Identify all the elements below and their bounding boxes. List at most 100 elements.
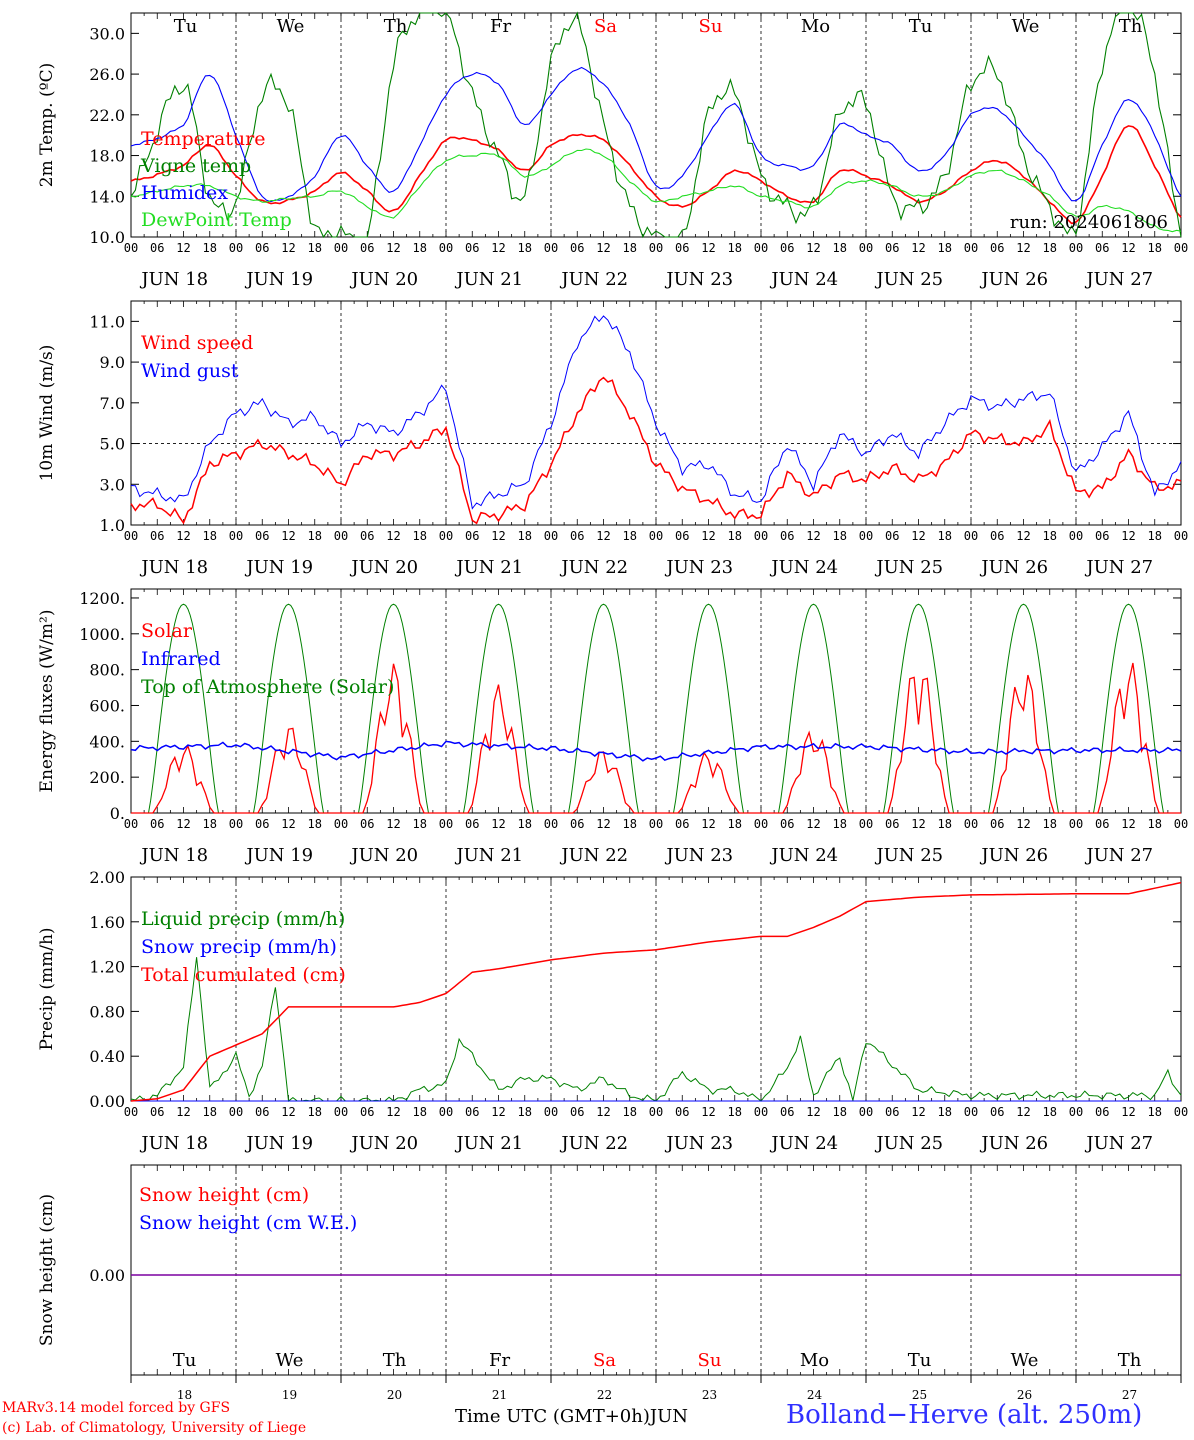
series-solar-line xyxy=(131,662,1181,814)
hour-tick-label: 00 xyxy=(334,241,348,255)
hour-tick-label: 06 xyxy=(465,241,479,255)
hour-tick-label: 12 xyxy=(596,817,610,831)
date-label: JUN 22 xyxy=(559,1133,628,1154)
hour-tick-label: 18 xyxy=(938,529,952,543)
hour-tick-label: 00 xyxy=(649,529,663,543)
hour-tick-label: 18 xyxy=(728,1105,742,1119)
legend-snow-height-cm-w-e-: Snow height (cm W.E.) xyxy=(139,1212,357,1234)
date-label: JUN 23 xyxy=(664,269,733,290)
hour-tick-label: 00 xyxy=(229,241,243,255)
day-number-label: 21 xyxy=(492,1388,507,1402)
hour-tick-label: 06 xyxy=(360,529,374,543)
hour-tick-label: 12 xyxy=(386,529,400,543)
hour-tick-label: 18 xyxy=(728,529,742,543)
hour-tick-label: 00 xyxy=(754,529,768,543)
hour-tick-label: 06 xyxy=(780,241,794,255)
hour-tick-label: 18 xyxy=(623,241,637,255)
hour-tick-label: 00 xyxy=(964,1105,978,1119)
hour-tick-label: 00 xyxy=(439,241,453,255)
day-number-label: 19 xyxy=(282,1388,297,1402)
hour-tick-label: 00 xyxy=(1069,817,1083,831)
hour-tick-label: 18 xyxy=(623,1105,637,1119)
y-tick-label: 1200. xyxy=(79,589,125,608)
y-tick-label: 18.0 xyxy=(89,147,125,166)
hour-tick-label: 18 xyxy=(308,241,322,255)
hour-tick-label: 00 xyxy=(124,1105,138,1119)
weekday-label: We xyxy=(276,1350,304,1371)
date-label: JUN 24 xyxy=(769,845,838,866)
date-label: JUN 20 xyxy=(349,845,418,866)
day-number-label: 24 xyxy=(807,1388,823,1402)
lab-credit: (c) Lab. of Climatology, University of L… xyxy=(2,1420,307,1436)
hour-tick-label: 06 xyxy=(570,1105,584,1119)
date-label: JUN 18 xyxy=(139,557,208,578)
day-number-label: 23 xyxy=(702,1388,717,1402)
hour-tick-label: 18 xyxy=(833,241,847,255)
hour-tick-label: 18 xyxy=(1148,241,1162,255)
hour-tick-label: 18 xyxy=(413,817,427,831)
y-tick-label: 600. xyxy=(89,696,125,715)
hour-tick-label: 12 xyxy=(386,817,400,831)
hour-tick-label: 12 xyxy=(281,529,295,543)
hour-tick-label: 18 xyxy=(203,529,217,543)
hour-tick-label: 00 xyxy=(1174,241,1188,255)
hour-tick-label: 12 xyxy=(911,817,925,831)
hour-tick-label: 18 xyxy=(833,1105,847,1119)
date-label: JUN 26 xyxy=(979,845,1048,866)
hour-tick-label: 00 xyxy=(859,529,873,543)
panel-frame xyxy=(130,300,1182,526)
hour-tick-label: 06 xyxy=(675,1105,689,1119)
hour-tick-label: 00 xyxy=(544,529,558,543)
hour-tick-label: 12 xyxy=(281,241,295,255)
legend-vigne-temp: Vigne temp xyxy=(140,155,251,177)
hour-tick-label: 18 xyxy=(413,1105,427,1119)
hour-tick-label: 00 xyxy=(1069,529,1083,543)
hour-tick-label: 18 xyxy=(203,241,217,255)
hour-tick-label: 18 xyxy=(308,1105,322,1119)
hour-tick-label: 06 xyxy=(885,1105,899,1119)
y-tick-label: 26.0 xyxy=(89,65,125,84)
date-label: JUN 20 xyxy=(349,557,418,578)
date-label: JUN 19 xyxy=(244,1133,313,1154)
weekday-label: Fr xyxy=(490,16,511,37)
hour-tick-label: 12 xyxy=(176,529,190,543)
y-tick-label: 0.40 xyxy=(89,1047,125,1066)
hour-tick-label: 12 xyxy=(911,1105,925,1119)
hour-tick-label: 06 xyxy=(465,1105,479,1119)
hour-tick-label: 18 xyxy=(623,529,637,543)
hour-tick-label: 12 xyxy=(806,1105,820,1119)
hour-tick-label: 00 xyxy=(334,1105,348,1119)
hour-tick-label: 06 xyxy=(1095,817,1109,831)
hour-tick-label: 18 xyxy=(1148,817,1162,831)
hour-tick-label: 00 xyxy=(124,529,138,543)
weekday-label: Sa xyxy=(594,16,617,37)
hour-tick-label: 06 xyxy=(570,817,584,831)
hour-tick-label: 06 xyxy=(990,817,1004,831)
series-wind-gust-line xyxy=(130,315,1182,510)
series-dewpoint-temp-line xyxy=(130,148,1182,233)
hour-tick-label: 00 xyxy=(964,529,978,543)
hour-tick-label: 00 xyxy=(544,1105,558,1119)
weekday-label: We xyxy=(1012,16,1040,37)
hour-tick-label: 06 xyxy=(885,529,899,543)
day-number-label: 26 xyxy=(1017,1388,1032,1402)
y-tick-label: 14.0 xyxy=(89,187,125,206)
date-label: JUN 19 xyxy=(244,845,313,866)
y-tick-label: 200. xyxy=(89,768,125,787)
hour-tick-label: 12 xyxy=(1121,817,1135,831)
series-wind-speed-line xyxy=(130,376,1182,525)
hour-tick-label: 06 xyxy=(465,529,479,543)
hour-tick-label: 00 xyxy=(859,1105,873,1119)
hour-tick-label: 06 xyxy=(1095,529,1109,543)
weekday-label: Tu xyxy=(174,16,198,37)
weekday-label: Th xyxy=(1119,16,1143,37)
date-label: JUN 27 xyxy=(1084,557,1153,578)
model-credit: MARv3.14 model forced by GFS xyxy=(2,1400,231,1416)
hour-tick-label: 00 xyxy=(1174,529,1188,543)
hour-tick-label: 00 xyxy=(544,241,558,255)
weekday-label: Su xyxy=(698,1350,722,1371)
hour-tick-label: 00 xyxy=(229,529,243,543)
panel-4: 0.00 0.40 0.80 1.20 1.60 2.00 Precip (mm/h) 00 0… xyxy=(37,868,1188,1154)
hour-tick-label: 18 xyxy=(1043,1105,1057,1119)
hour-tick-label: 06 xyxy=(150,817,164,831)
